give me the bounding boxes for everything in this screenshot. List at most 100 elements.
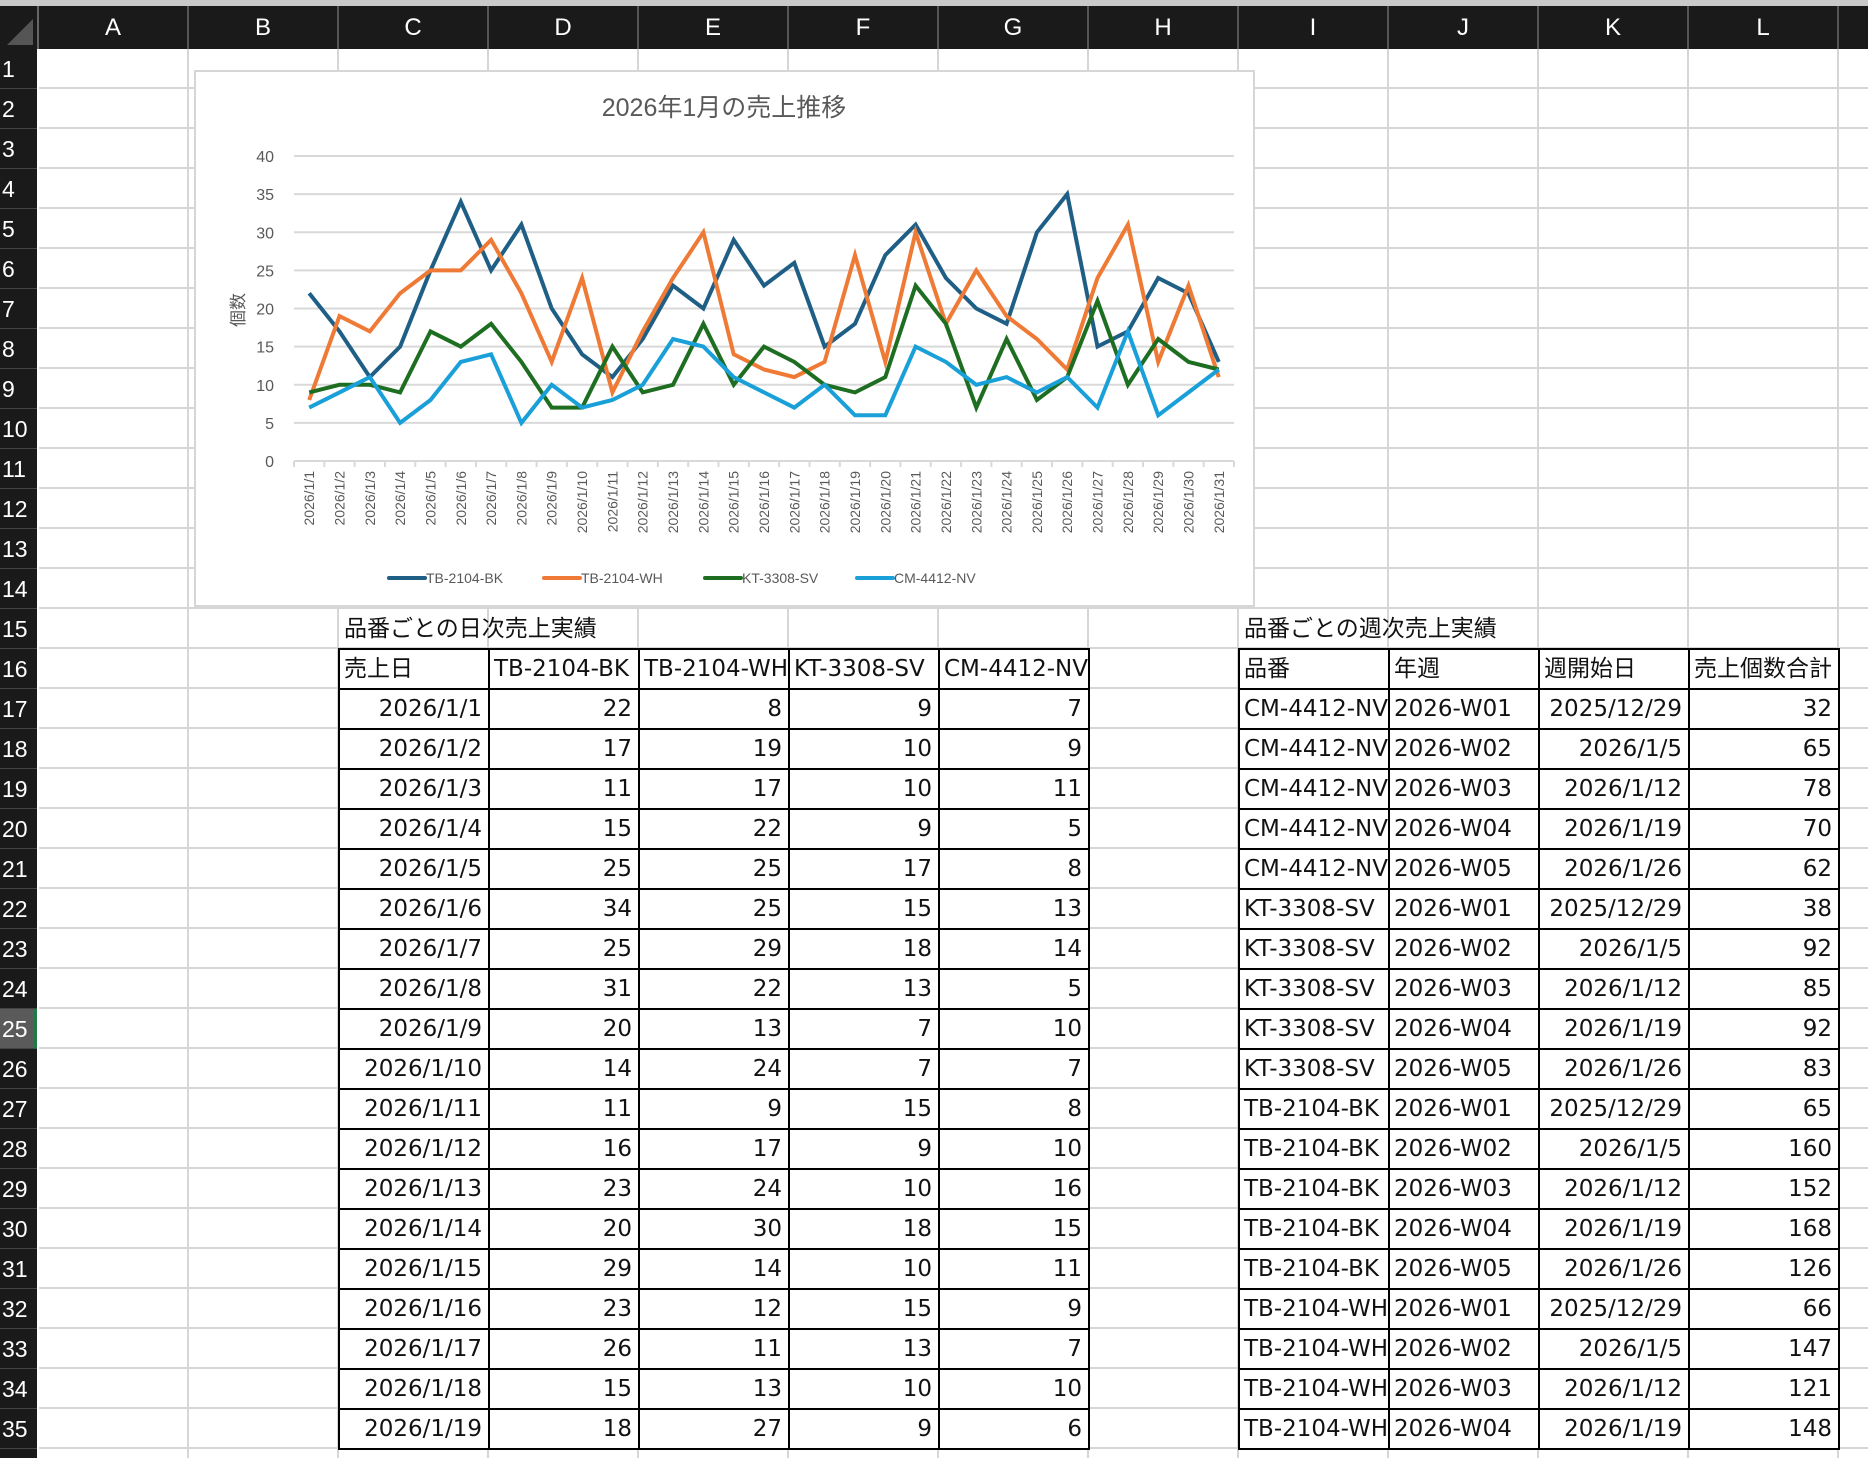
daily-table-cell[interactable]: 13 <box>638 1008 790 1050</box>
daily-table-cell[interactable]: 18 <box>788 928 940 970</box>
weekly-table-cell[interactable]: KT-3308-SV <box>1238 968 1390 1010</box>
column-header-a[interactable]: A <box>39 6 189 49</box>
weekly-table-cell[interactable]: 2026-W05 <box>1388 848 1540 890</box>
column-header-k[interactable]: K <box>1539 6 1689 49</box>
daily-table-cell[interactable]: 5 <box>938 968 1090 1010</box>
weekly-table-cell[interactable]: TB-2104-WH <box>1238 1288 1390 1330</box>
daily-table-cell[interactable]: 15 <box>938 1208 1090 1250</box>
daily-table-cell[interactable]: 24 <box>638 1048 790 1090</box>
weekly-table-cell[interactable]: 2026/1/12 <box>1538 968 1690 1010</box>
weekly-table-cell[interactable]: 92 <box>1688 1008 1840 1050</box>
daily-table-cell[interactable]: 11 <box>638 1328 790 1370</box>
weekly-table-cell[interactable]: 2026-W03 <box>1388 1168 1540 1210</box>
weekly-table-cell[interactable]: 2026-W01 <box>1388 688 1540 730</box>
daily-table-cell[interactable]: 7 <box>938 688 1090 730</box>
daily-table-cell[interactable]: 18 <box>488 1408 640 1450</box>
row-header-25[interactable]: 25 <box>0 1009 37 1049</box>
weekly-table-cell[interactable]: 2025/12/29 <box>1538 688 1690 730</box>
weekly-table-cell[interactable]: 78 <box>1688 768 1840 810</box>
weekly-table-header-cell[interactable]: 週開始日 <box>1538 648 1690 690</box>
weekly-table-cell[interactable]: 2026/1/19 <box>1538 1008 1690 1050</box>
weekly-table-cell[interactable]: 38 <box>1688 888 1840 930</box>
daily-table-cell[interactable]: 2026/1/7 <box>338 928 490 970</box>
column-header-b[interactable]: B <box>189 6 339 49</box>
daily-table-cell[interactable]: 7 <box>788 1048 940 1090</box>
daily-table-cell[interactable]: 7 <box>938 1048 1090 1090</box>
daily-table-header-cell[interactable]: TB-2104-BK <box>488 648 640 690</box>
daily-table-cell[interactable]: 2026/1/17 <box>338 1328 490 1370</box>
daily-table-cell[interactable]: 2026/1/12 <box>338 1128 490 1170</box>
weekly-table-cell[interactable]: 70 <box>1688 808 1840 850</box>
daily-table-header-cell[interactable]: 売上日 <box>338 648 490 690</box>
weekly-table-cell[interactable]: 65 <box>1688 1088 1840 1130</box>
daily-table-cell[interactable]: 10 <box>938 1368 1090 1410</box>
weekly-table-cell[interactable]: TB-2104-BK <box>1238 1248 1390 1290</box>
row-header-22[interactable]: 22 <box>0 889 37 929</box>
daily-table-cell[interactable]: 2026/1/1 <box>338 688 490 730</box>
daily-table-cell[interactable]: 13 <box>788 1328 940 1370</box>
daily-table-cell[interactable]: 17 <box>488 728 640 770</box>
row-header-8[interactable]: 8 <box>0 329 37 369</box>
daily-table-cell[interactable]: 23 <box>488 1288 640 1330</box>
daily-table-cell[interactable]: 8 <box>638 688 790 730</box>
weekly-table-header-cell[interactable]: 年週 <box>1388 648 1540 690</box>
daily-table-cell[interactable]: 7 <box>938 1328 1090 1370</box>
row-header-27[interactable]: 27 <box>0 1089 37 1129</box>
weekly-table-cell[interactable]: 2026-W05 <box>1388 1248 1540 1290</box>
daily-table-cell[interactable]: 15 <box>788 1288 940 1330</box>
daily-table-cell[interactable]: 9 <box>788 1128 940 1170</box>
row-header-2[interactable]: 2 <box>0 89 37 129</box>
weekly-table-cell[interactable]: 2026/1/12 <box>1538 1168 1690 1210</box>
daily-table-header-cell[interactable]: CM-4412-NV <box>938 648 1090 690</box>
row-header-13[interactable]: 13 <box>0 529 37 569</box>
weekly-table-cell[interactable]: 2026-W02 <box>1388 928 1540 970</box>
daily-table-cell[interactable]: 29 <box>638 928 790 970</box>
row-header-28[interactable]: 28 <box>0 1129 37 1169</box>
row-header-3[interactable]: 3 <box>0 129 37 169</box>
row-header-1[interactable]: 1 <box>0 49 37 89</box>
weekly-table-cell[interactable]: 2026-W01 <box>1388 1088 1540 1130</box>
row-header-31[interactable]: 31 <box>0 1249 37 1289</box>
daily-table-cell[interactable]: 10 <box>788 728 940 770</box>
row-header-12[interactable]: 12 <box>0 489 37 529</box>
weekly-table-cell[interactable]: 160 <box>1688 1128 1840 1170</box>
weekly-table-cell[interactable]: 2025/12/29 <box>1538 888 1690 930</box>
weekly-table-cell[interactable]: 121 <box>1688 1368 1840 1410</box>
weekly-table-header-cell[interactable]: 品番 <box>1238 648 1390 690</box>
weekly-table-cell[interactable]: 2026/1/26 <box>1538 848 1690 890</box>
row-header-30[interactable]: 30 <box>0 1209 37 1249</box>
row-header-34[interactable]: 34 <box>0 1369 37 1409</box>
weekly-table-cell[interactable]: 2026-W05 <box>1388 1048 1540 1090</box>
daily-table-cell[interactable]: 6 <box>938 1408 1090 1450</box>
weekly-table-cell[interactable]: KT-3308-SV <box>1238 928 1390 970</box>
weekly-table-cell[interactable]: KT-3308-SV <box>1238 1008 1390 1050</box>
daily-table-cell[interactable]: 2026/1/15 <box>338 1248 490 1290</box>
weekly-table-cell[interactable]: 2026/1/5 <box>1538 1328 1690 1370</box>
weekly-table-cell[interactable]: 92 <box>1688 928 1840 970</box>
daily-table-cell[interactable]: 13 <box>788 968 940 1010</box>
daily-table-cell[interactable]: 14 <box>938 928 1090 970</box>
weekly-table-cell[interactable]: 2026/1/5 <box>1538 728 1690 770</box>
weekly-table-cell[interactable]: 168 <box>1688 1208 1840 1250</box>
row-header-14[interactable]: 14 <box>0 569 37 609</box>
weekly-table-cell[interactable]: 2026-W03 <box>1388 768 1540 810</box>
row-header-9[interactable]: 9 <box>0 369 37 409</box>
row-header-16[interactable]: 16 <box>0 649 37 689</box>
daily-table-cell[interactable]: 9 <box>788 688 940 730</box>
daily-table-cell[interactable]: 11 <box>488 768 640 810</box>
weekly-table-cell[interactable]: 2026/1/26 <box>1538 1248 1690 1290</box>
daily-table-cell[interactable]: 25 <box>488 928 640 970</box>
weekly-table-header-cell[interactable]: 売上個数合計 <box>1688 648 1840 690</box>
weekly-table-cell[interactable]: 2025/12/29 <box>1538 1288 1690 1330</box>
weekly-table-cell[interactable]: TB-2104-BK <box>1238 1208 1390 1250</box>
daily-table-cell[interactable]: 17 <box>788 848 940 890</box>
daily-table-cell[interactable]: 25 <box>638 888 790 930</box>
weekly-table-cell[interactable]: 65 <box>1688 728 1840 770</box>
row-header-32[interactable]: 32 <box>0 1289 37 1329</box>
daily-table-cell[interactable]: 14 <box>488 1048 640 1090</box>
daily-table-cell[interactable]: 22 <box>638 808 790 850</box>
weekly-table-cell[interactable]: 147 <box>1688 1328 1840 1370</box>
daily-table-cell[interactable]: 9 <box>938 728 1090 770</box>
weekly-table-cell[interactable]: TB-2104-BK <box>1238 1088 1390 1130</box>
daily-table-cell[interactable]: 16 <box>938 1168 1090 1210</box>
